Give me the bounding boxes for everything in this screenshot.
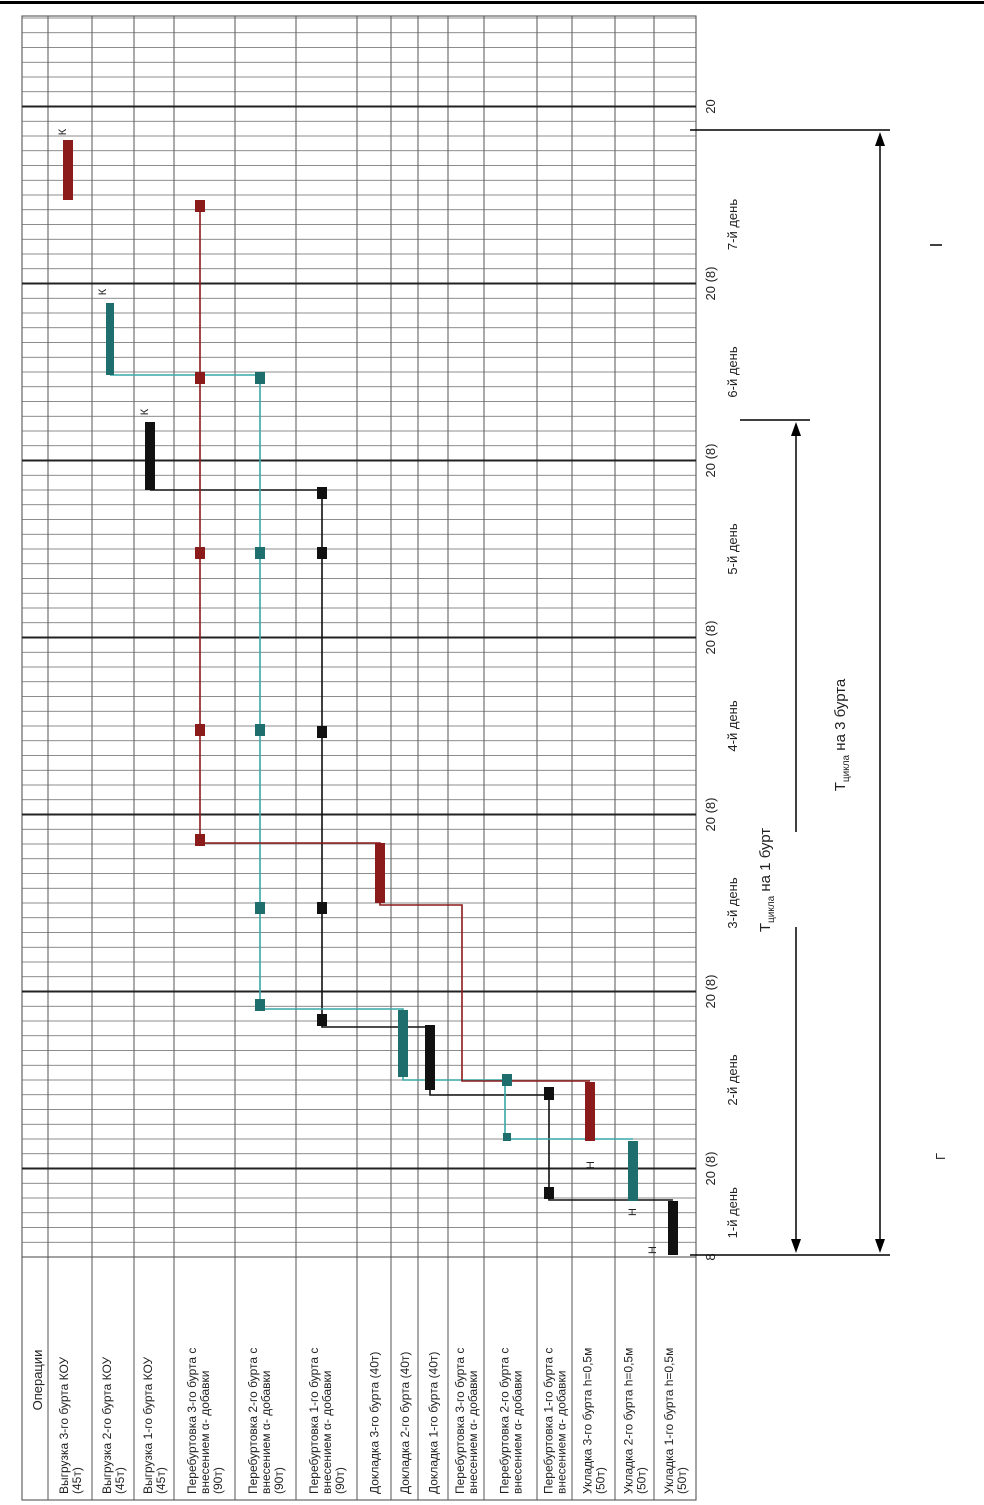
operation-label: Перебуртовка 2-го бурта с (498, 1348, 512, 1494)
time-axis: 8 20 (8) 20 (8) 20 (8) 20 (8) 20 (8) 20 (8) 20 1… (703, 99, 740, 1260)
task-bar (398, 1010, 408, 1077)
operation-label: (50т) (675, 1467, 689, 1494)
task-node (544, 1087, 554, 1099)
operation-label: (90т) (333, 1467, 347, 1494)
task-bar (63, 140, 73, 200)
task-node (195, 834, 205, 846)
end-marker: К (97, 288, 109, 295)
task-node (317, 547, 327, 559)
operation-label: (45т) (70, 1467, 84, 1494)
cycle-1-label: Tцикла на 1 бурт (757, 828, 777, 932)
task-bar (145, 422, 155, 490)
task-node (195, 200, 205, 212)
axis-hour-label: 20 (8) (703, 798, 718, 832)
end-marker: К (139, 408, 151, 415)
operation-label: внесением α- добавки (320, 1371, 334, 1494)
operation-label: внесением α- добавки (198, 1371, 212, 1494)
operation-label: (90т) (211, 1467, 225, 1494)
burt-3-path (199, 200, 590, 1082)
task-node (255, 902, 265, 914)
operation-label: Выгрузка 1-го бурта КОУ (141, 1356, 155, 1494)
task-node (544, 1187, 554, 1199)
time-grid-lines (22, 17, 696, 1243)
axis-day-label: 7-й день (725, 199, 740, 250)
operation-labels: Выгрузка 3-го бурта КОУ (45т) Выгрузка 2-г… (57, 1348, 689, 1494)
operations-header: Операции (30, 1350, 45, 1411)
cycle-3-arrow (875, 132, 885, 1253)
axis-day-label: 5-й день (725, 523, 740, 574)
task-node (317, 726, 327, 738)
operation-label: Перебуртовка 3-го бурта с (185, 1348, 199, 1494)
operation-label: Докладка 1-го бурта (40т) (427, 1352, 441, 1494)
axis-hour-label: 20 (8) (703, 444, 718, 478)
axis-hour-label: 20 (8) (703, 1152, 718, 1186)
operation-label: (45т) (154, 1467, 168, 1494)
operation-label: Выгрузка 2-го бурта КОУ (100, 1356, 114, 1494)
operation-label: (50т) (594, 1467, 608, 1494)
axis-hour-label: 20 (703, 99, 718, 113)
axis-hour-label: 20 (8) (703, 267, 718, 301)
task-node (255, 999, 265, 1011)
task-node (195, 372, 205, 384)
axis-day-label: 3-й день (725, 877, 740, 928)
operation-label: Укладка 3-го бурта h=0,5м (581, 1348, 595, 1494)
operation-label: Выгрузка 3-го бурта КОУ (57, 1356, 71, 1494)
operation-label: внесением α- добавки (259, 1371, 273, 1494)
task-node (255, 724, 265, 736)
start-marker: Н (627, 1208, 639, 1216)
operation-label: Докладка 2-го бурта (40т) (398, 1352, 412, 1494)
start-marker: Н (585, 1161, 597, 1169)
task-node (255, 372, 265, 384)
task-node (195, 547, 205, 559)
task-node (195, 724, 205, 736)
task-bar (585, 1082, 595, 1141)
operation-label: Перебуртовка 2-го бурта с (246, 1348, 260, 1494)
cycle-3-label: Tцикла на 3 бурта (832, 678, 852, 791)
operation-label: Докладка 3-го бурта (40т) (368, 1352, 382, 1494)
operation-label: Укладка 1-го бурта h=0,5м (662, 1348, 676, 1494)
operation-label: внесением α- добавки (466, 1371, 480, 1494)
task-node (255, 547, 265, 559)
operation-label: (45т) (113, 1467, 127, 1494)
task-bar (503, 1133, 511, 1141)
gantt-bars: Н Н Н К К К (57, 128, 678, 1255)
operation-label: (90т) (272, 1467, 286, 1494)
operation-label: Перебуртовка 1-го бурта с (542, 1348, 556, 1494)
cycle-1-arrow (791, 422, 801, 1253)
axis-start-label: 8 (703, 1253, 718, 1260)
cycle-dimension-lines (690, 129, 890, 1256)
operation-label: (50т) (635, 1467, 649, 1494)
operation-label: Укладка 2-го бурта h=0,5м (622, 1348, 636, 1494)
axis-day-label: 4-й день (725, 700, 740, 751)
task-node (317, 487, 327, 499)
operation-label: внесением α- добавки (555, 1371, 569, 1494)
axis-day-label: 2-й день (725, 1054, 740, 1105)
operation-column-lines (47, 16, 655, 1500)
task-bar (375, 843, 385, 903)
axis-hour-label: 20 (8) (703, 975, 718, 1009)
axis-hour-label: 20 (8) (703, 621, 718, 655)
task-bar (628, 1141, 638, 1201)
end-marker: К (57, 128, 69, 135)
task-bar (425, 1025, 435, 1090)
task-bar (668, 1201, 678, 1255)
task-bar (106, 303, 114, 375)
task-node (502, 1074, 512, 1086)
start-marker: Н (647, 1246, 659, 1254)
operation-label: Перебуртовка 3-го бурта с (453, 1348, 467, 1494)
task-node (317, 1014, 327, 1026)
operation-label: Перебуртовка 1-го бурта с (307, 1348, 321, 1494)
operation-label: внесением α- добавки (511, 1371, 525, 1494)
caption-fragment: Г (933, 1153, 948, 1160)
task-node (317, 902, 327, 914)
schedule-frame (21, 15, 697, 1501)
axis-day-label: 6-й день (725, 346, 740, 397)
axis-day-label: 1-й день (725, 1187, 740, 1238)
